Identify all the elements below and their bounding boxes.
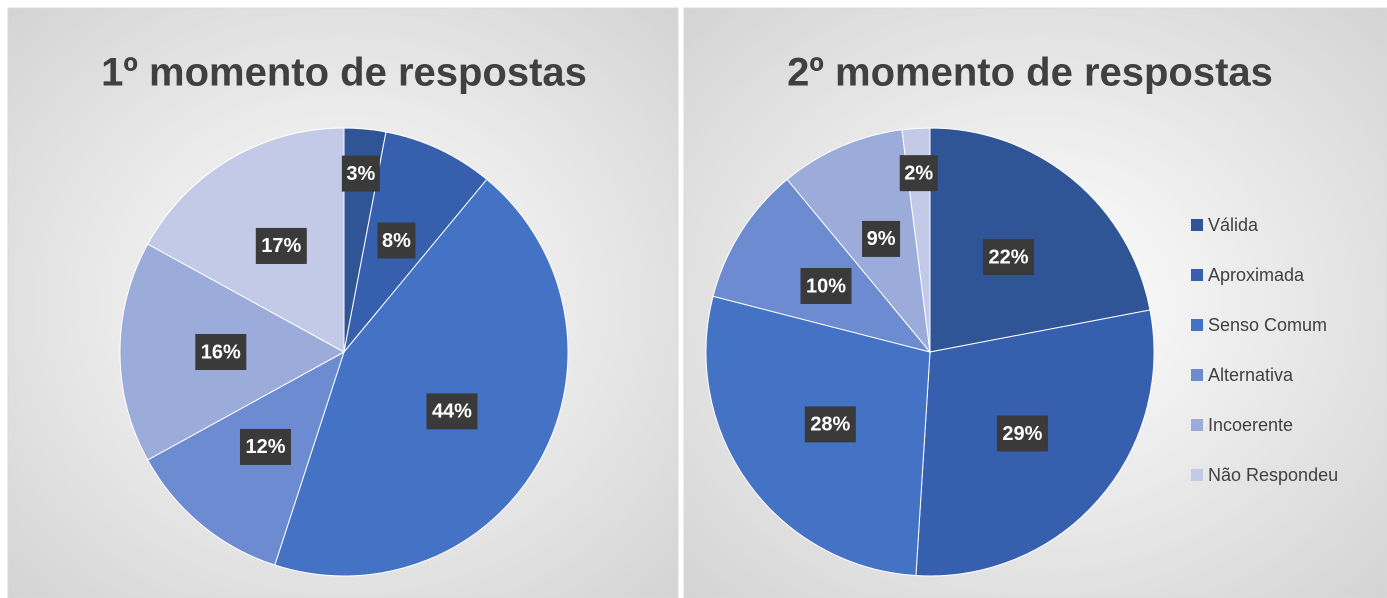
pie-slice	[929, 127, 1151, 353]
legend-label: Incoerente	[1208, 415, 1293, 435]
pie-slice	[147, 127, 345, 353]
data-label: 22%	[989, 246, 1029, 268]
data-label-box	[426, 393, 478, 430]
data-label-box	[255, 227, 307, 264]
data-label: 3%	[346, 163, 375, 185]
data-label-box	[800, 267, 852, 304]
pie-slice	[712, 178, 932, 353]
legend-swatch	[1191, 369, 1203, 381]
data-label-box	[341, 155, 380, 192]
data-label-box	[996, 415, 1048, 452]
data-label-box	[862, 220, 901, 257]
pie-slice	[786, 129, 931, 354]
data-label: 10%	[806, 275, 846, 297]
chart-title: 2º momento de respostas	[787, 51, 1273, 95]
pie-slice	[274, 178, 569, 577]
data-label: 9%	[867, 228, 896, 250]
data-label: 44%	[432, 401, 472, 423]
legend-swatch	[1191, 419, 1203, 431]
data-label: 29%	[1002, 423, 1042, 445]
data-label: 28%	[810, 414, 850, 436]
data-label: 2%	[904, 162, 933, 184]
data-label: 8%	[382, 230, 411, 252]
data-label-box	[899, 155, 938, 192]
legend-label: Aproximada	[1208, 265, 1305, 285]
data-label: 16%	[201, 341, 241, 363]
chart-title: 1º momento de respostas	[101, 51, 587, 95]
data-label-box	[983, 239, 1035, 276]
legend-swatch	[1191, 219, 1203, 231]
data-label: 12%	[245, 436, 285, 458]
data-label-box	[195, 334, 247, 370]
legend-swatch	[1191, 319, 1203, 331]
legend-label: Válida	[1208, 215, 1259, 235]
legend-swatch	[1191, 269, 1203, 281]
data-label: 17%	[261, 235, 301, 257]
legend-label: Alternativa	[1208, 365, 1294, 385]
data-label-box	[239, 428, 291, 465]
legend-label: Não Respondeu	[1208, 465, 1338, 485]
legend-swatch	[1191, 469, 1203, 481]
data-label-box	[377, 222, 416, 259]
data-label-box	[804, 406, 856, 443]
legend-label: Senso Comum	[1208, 315, 1327, 335]
